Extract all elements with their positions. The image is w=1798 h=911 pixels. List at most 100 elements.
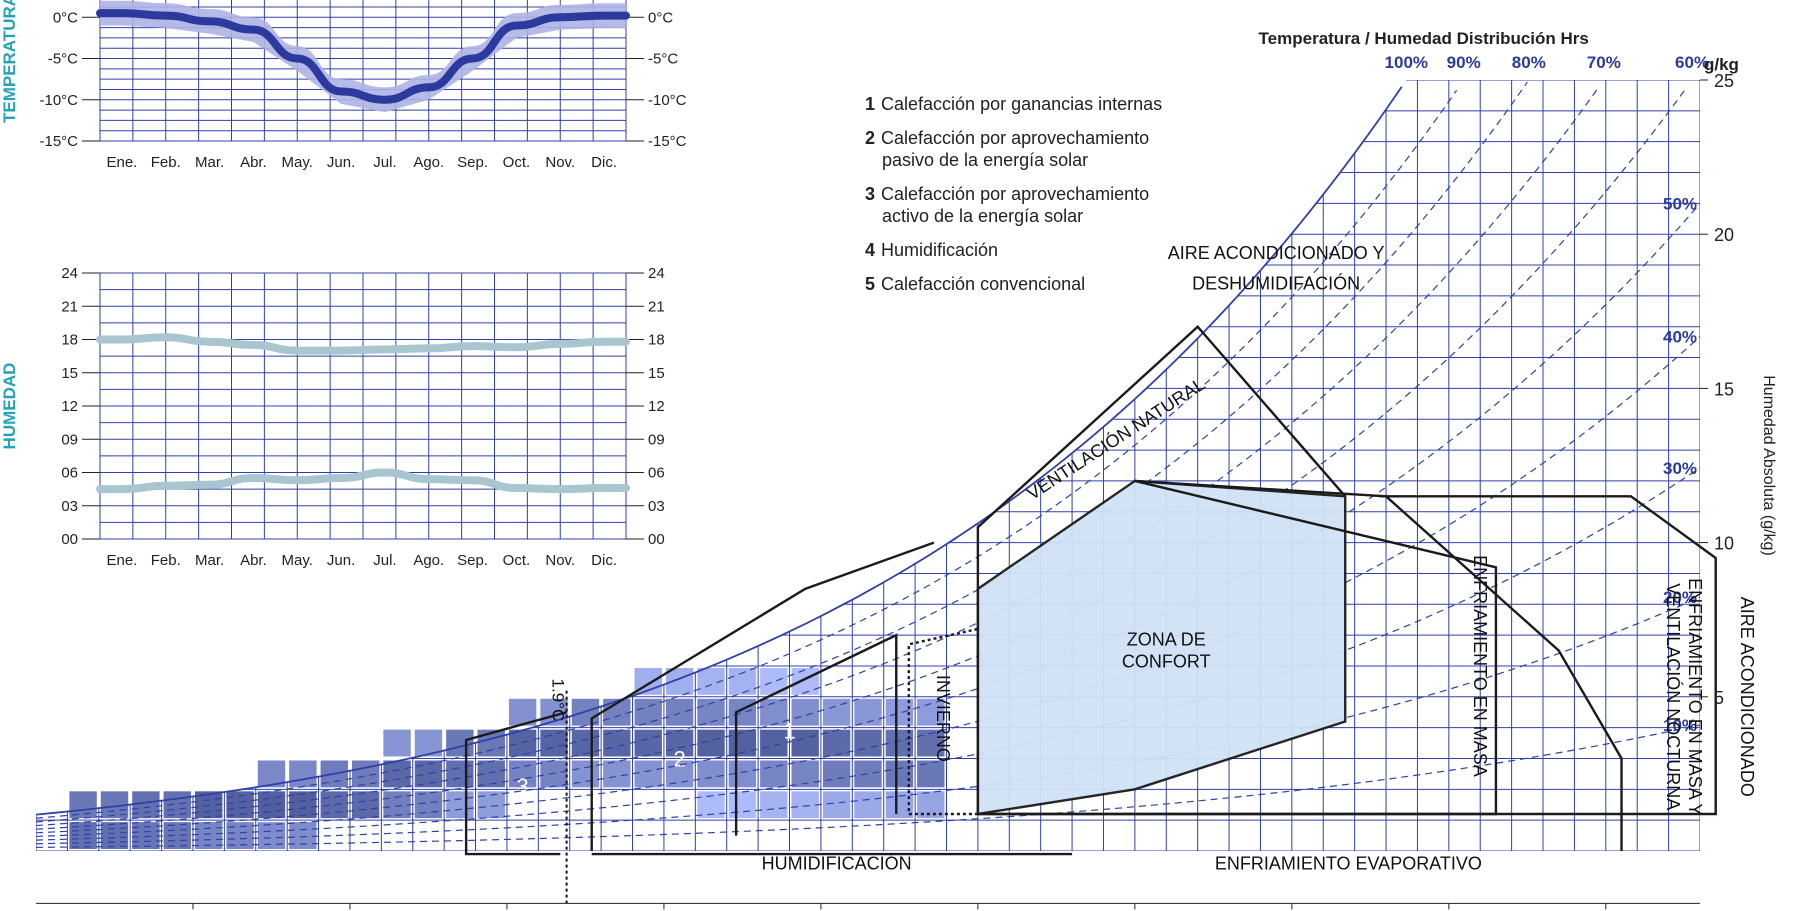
- humidity-tick-label: 18: [648, 332, 665, 349]
- temperature-month-label: May.: [282, 154, 313, 171]
- rh-label-90: 90%: [1447, 53, 1481, 72]
- rh-label-40: 40%: [1663, 328, 1697, 347]
- zone-label-line: VENTILACIÓN NOCTURNA: [1663, 583, 1684, 810]
- hours-cell: [791, 729, 819, 757]
- zone-label-aire-acondicionado: AIRE ACONDICIONADO: [1737, 597, 1757, 797]
- temperature-month-label: Jul.: [373, 154, 396, 171]
- humidity-tick-label: 12: [61, 398, 78, 415]
- zone-label-line: ZONA DE: [1127, 630, 1206, 650]
- y-axis-tick-label: 20: [1714, 225, 1734, 245]
- rh-label-60: 60%: [1675, 53, 1709, 72]
- hours-cell: [289, 791, 317, 819]
- humidity-month-label: May.: [282, 552, 313, 569]
- hours-cell: [508, 729, 537, 757]
- hours-cell: [446, 760, 474, 788]
- rh-label-10: 10%: [1663, 716, 1697, 735]
- hours-cell: [917, 729, 945, 757]
- legend-item-5: 5 Calefacción convencional: [865, 274, 1086, 294]
- humidity-month-label: Dic.: [591, 552, 617, 569]
- humidity-min-line: [96, 468, 630, 494]
- humidity-tick-label: 21: [61, 298, 78, 315]
- rh-label-100: 100%: [1385, 53, 1428, 72]
- hours-cell: [791, 698, 819, 726]
- humidity-month-label: Jun.: [327, 552, 355, 569]
- y-axis-label: Humedad Absoluta (g/kg): [1760, 375, 1777, 556]
- hours-cell: [603, 760, 631, 788]
- humidity-month-label: Nov.: [545, 552, 575, 569]
- temperature-tick-label: 0°C: [53, 9, 78, 26]
- zone-label-line: ENFRIAMIENTO EN MASA: [1470, 555, 1490, 777]
- humidity-month-label: Sep.: [457, 552, 488, 569]
- rh-label-70: 70%: [1587, 53, 1621, 72]
- hours-cell: [634, 698, 662, 726]
- temperature-tick-label: -5°C: [648, 51, 678, 68]
- hours-cell: [728, 791, 757, 819]
- hours-cell: [760, 760, 788, 788]
- rh-label-20: 20%: [1663, 588, 1697, 607]
- temperature-tick-label: -10°C: [648, 92, 687, 109]
- hours-cell: [634, 729, 662, 757]
- hours-cell: [257, 822, 286, 849]
- zone-label-line: CONFORT: [1122, 652, 1211, 672]
- hours-cell: [728, 698, 757, 726]
- humidity-month-label: Ago.: [413, 552, 444, 569]
- hours-cell: [289, 760, 317, 788]
- humidity-tick-label: 12: [648, 398, 665, 415]
- temperature-tick-label: -5°C: [48, 51, 78, 68]
- zone-label-line: AIRE ACONDICIONADO: [1737, 597, 1757, 797]
- zone-label-invierno: INVIERNO: [933, 675, 953, 762]
- zone-text-label: HUMIDIFICACIÓN: [762, 853, 912, 874]
- humidity-tick-label: 00: [648, 531, 665, 548]
- humidity-month-label: Abr.: [240, 552, 267, 569]
- hours-cell: [665, 760, 694, 788]
- hours-cell: [822, 791, 851, 819]
- hours-distribution-cells: [69, 667, 945, 849]
- temperature-month-label: Oct.: [503, 154, 531, 171]
- hours-cell: [446, 729, 474, 757]
- zone-label-enfriamiento-masa-ventilacion: ENFRIAMIENTO EN MASA YVENTILACIÓN NOCTUR…: [1663, 578, 1705, 815]
- hours-cell: [665, 698, 694, 726]
- y-axis-tick-label: 5: [1714, 688, 1724, 708]
- humidity-month-label: Mar.: [195, 552, 224, 569]
- hours-cell: [571, 729, 600, 757]
- legend-item-3: 3 Calefacción por aprovechamiento activo d…: [865, 184, 1150, 226]
- y-axis-tick-label: 15: [1714, 379, 1734, 399]
- temperature-tick-label: -15°C: [648, 133, 687, 150]
- hours-cell: [697, 760, 725, 788]
- humidity-tick-label: 06: [648, 465, 665, 482]
- temperature-month-label: Ene.: [106, 154, 137, 171]
- temperature-month-label: Ago.: [413, 154, 444, 171]
- hours-cell: [383, 791, 411, 819]
- hours-cell: [854, 729, 882, 757]
- hours-region-number: 1: [783, 719, 795, 744]
- hours-cell: [760, 729, 788, 757]
- humidity-tick-label: 09: [648, 431, 665, 448]
- hours-cell: [634, 760, 662, 788]
- temperature-tick-label: 0°C: [648, 9, 673, 26]
- temperature-month-label: Mar.: [195, 154, 224, 171]
- zone-label-zona-confort: ZONA DE CONFORT: [1122, 630, 1211, 672]
- zone-zona-1: [734, 633, 898, 836]
- humidity-max-line: [96, 333, 630, 355]
- temperature-month-label: Jun.: [327, 154, 355, 171]
- psychrometric-title: Temperatura / Humedad Distribución Hrs: [1259, 29, 1589, 48]
- humidity-ylabel: HUMEDAD: [0, 363, 19, 450]
- humidity-tick-label: 24: [61, 265, 78, 282]
- zone-label-line: INVIERNO: [933, 675, 953, 762]
- hours-cell: [697, 729, 725, 757]
- hours-cell: [257, 791, 286, 819]
- temperature-month-label: Dic.: [591, 154, 617, 171]
- hours-cell: [383, 760, 411, 788]
- hours-region-number: 3: [517, 774, 529, 799]
- legend-item-4: 4 Humidificación: [865, 240, 999, 260]
- hours-cell: [540, 729, 568, 757]
- hours-cell: [822, 760, 851, 788]
- humidity-tick-label: 03: [648, 498, 665, 515]
- zone-zona-4: [464, 832, 561, 856]
- rh-curve-40: [35, 336, 1701, 838]
- temperature-month-label: Nov.: [545, 154, 575, 171]
- humidity-tick-label: 03: [61, 498, 78, 515]
- temperature-month-label: Abr.: [240, 154, 267, 171]
- zone-ventilacion-natural: [976, 325, 1347, 814]
- hours-cell: [446, 791, 474, 819]
